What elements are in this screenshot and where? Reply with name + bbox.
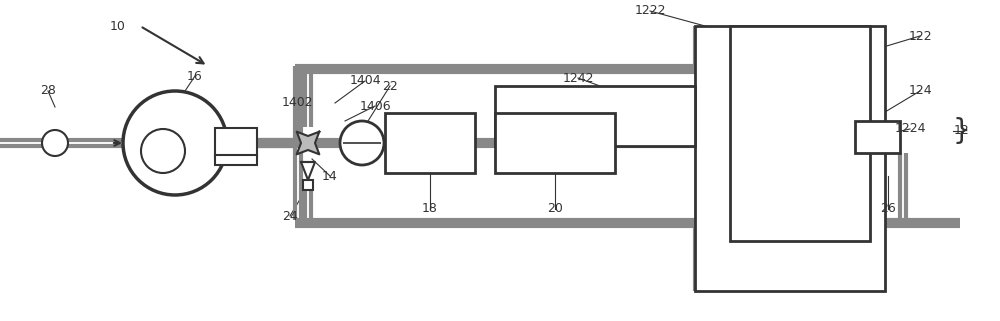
Bar [295,66,301,140]
Text: 18: 18 [422,203,438,215]
Text: 122: 122 [908,30,932,42]
Bar [215,155,257,165]
Text: 26: 26 [880,203,896,215]
Text: 10: 10 [110,20,126,32]
Text: 12: 12 [954,125,970,137]
Text: 1406: 1406 [359,100,391,112]
Text: 22: 22 [382,80,398,92]
Polygon shape [301,162,315,180]
Bar [730,26,870,241]
Bar [303,180,313,190]
Text: 20: 20 [547,203,563,215]
Bar [255,140,695,146]
Bar [855,121,900,153]
Text: 28: 28 [40,84,56,98]
Circle shape [42,130,68,156]
Text: 1222: 1222 [634,4,666,18]
Text: 14: 14 [322,169,338,183]
Text: 1402: 1402 [281,97,313,109]
Bar [495,113,615,173]
Bar [695,26,885,291]
Bar [295,220,960,226]
Text: 1242: 1242 [562,72,594,84]
Polygon shape [297,132,319,154]
Bar [295,66,695,72]
Text: 24: 24 [282,210,298,222]
Text: 1404: 1404 [349,74,381,88]
Bar [385,113,475,173]
Text: 124: 124 [908,84,932,98]
Bar [495,86,695,146]
Text: 16: 16 [187,70,203,82]
Circle shape [123,91,227,195]
Circle shape [340,121,384,165]
Text: }: } [953,117,971,145]
Text: 1224: 1224 [894,123,926,135]
Bar [215,128,257,158]
Circle shape [141,129,185,173]
